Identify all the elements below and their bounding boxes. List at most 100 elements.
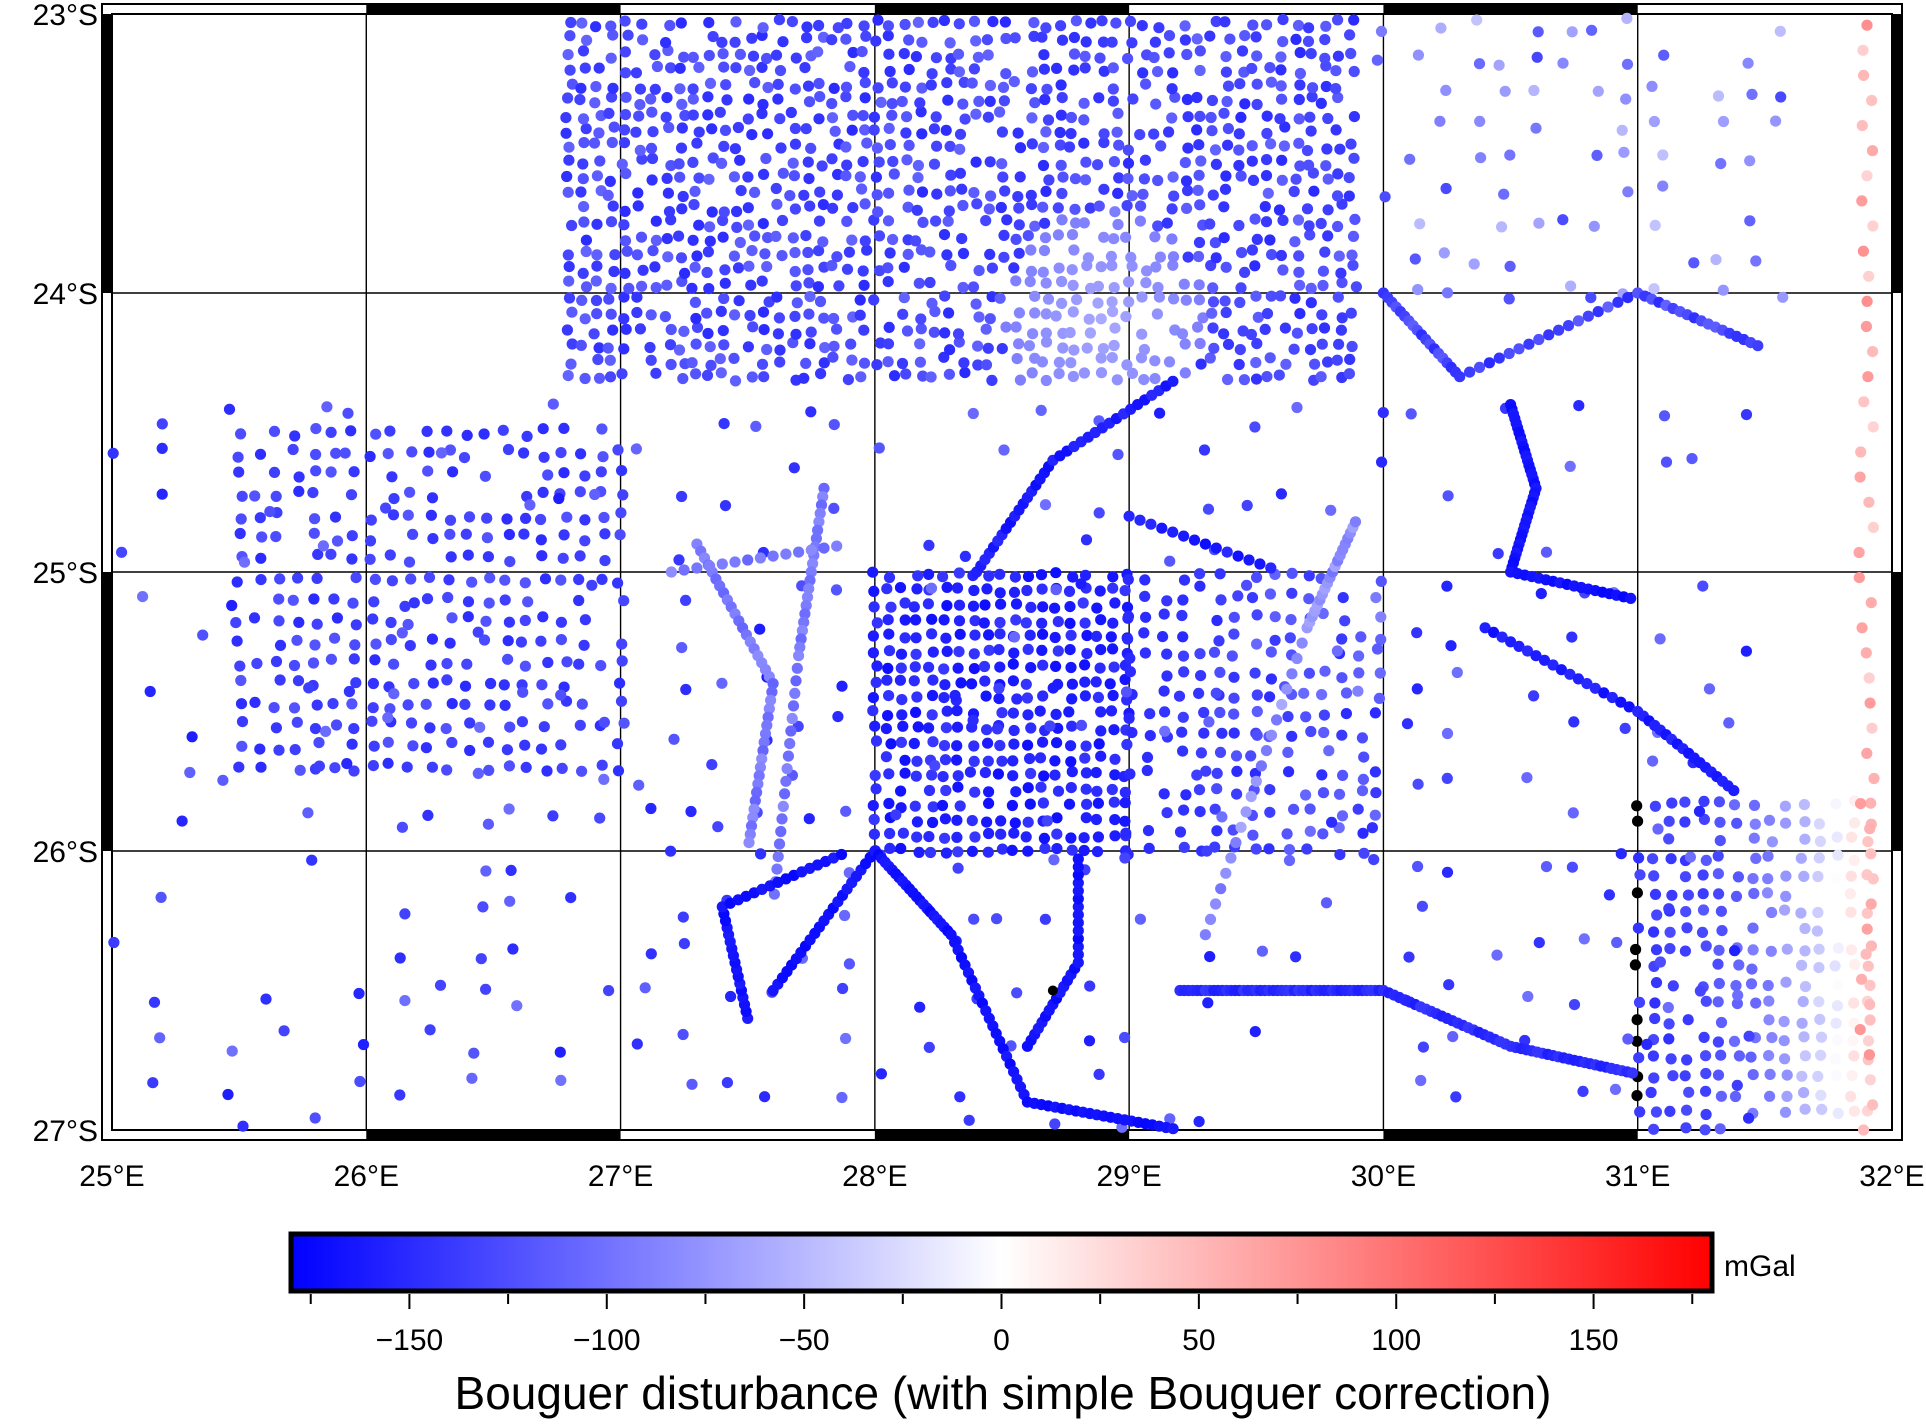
station-point (1214, 666, 1226, 679)
station-point (630, 67, 643, 79)
station-point (555, 574, 567, 586)
station-point (719, 124, 732, 136)
station-point (1110, 17, 1122, 29)
station-point (1799, 816, 1811, 828)
station-point (912, 570, 924, 582)
station-point (1233, 128, 1245, 140)
station-point (679, 267, 691, 279)
station-point (686, 357, 698, 369)
station-point (686, 1078, 698, 1090)
station-point (1052, 645, 1064, 657)
station-point (701, 266, 713, 279)
station-point (1700, 1067, 1712, 1080)
station-point (1107, 306, 1119, 318)
station-point (1315, 97, 1327, 109)
station-point (1336, 672, 1348, 684)
station-point (1228, 611, 1240, 623)
station-point (1247, 19, 1259, 31)
station-point (1067, 571, 1079, 583)
station-point (1121, 601, 1134, 613)
station-point (858, 324, 870, 336)
station-point (1029, 307, 1041, 319)
station-point (966, 845, 979, 858)
station-point (1264, 352, 1276, 364)
station-point (871, 617, 883, 629)
station-point (386, 471, 398, 483)
station-point (923, 539, 935, 552)
station-point (882, 215, 895, 227)
station-point (745, 279, 757, 291)
station-point (1265, 562, 1277, 574)
station-point (992, 768, 1005, 780)
station-point (1762, 979, 1774, 992)
station-point (846, 354, 858, 366)
station-point (1056, 34, 1069, 46)
station-point (803, 173, 815, 185)
station-point (973, 95, 985, 107)
station-point (867, 647, 880, 659)
station-point (754, 552, 767, 564)
station-point (1865, 797, 1877, 809)
station-point (814, 91, 826, 103)
station-point (1209, 803, 1221, 815)
station-point (883, 187, 895, 199)
station-point (563, 275, 575, 287)
station-point (594, 155, 606, 167)
station-point (691, 562, 703, 574)
station-point (511, 1000, 523, 1012)
station-point (1149, 355, 1161, 367)
station-point (1053, 356, 1065, 368)
station-point (1491, 949, 1503, 961)
station-point (593, 372, 606, 384)
station-point (1050, 584, 1062, 596)
station-point (1200, 765, 1212, 777)
station-point (917, 370, 929, 382)
station-point (927, 646, 939, 658)
station-point (249, 696, 261, 709)
station-point (1120, 311, 1132, 323)
station-point (1247, 174, 1260, 186)
station-point (1228, 727, 1240, 739)
station-point (800, 123, 812, 135)
station-point (1025, 722, 1037, 734)
station-point (1440, 84, 1452, 96)
station-point (1763, 995, 1775, 1007)
station-point (1732, 989, 1744, 1001)
station-point (1105, 631, 1117, 643)
station-point (772, 328, 785, 340)
station-point (734, 154, 746, 166)
station-point (1847, 1035, 1859, 1047)
station-point (1815, 1031, 1828, 1043)
station-point (1713, 977, 1725, 990)
station-point (1523, 338, 1535, 350)
station-point (859, 235, 871, 247)
station-point (288, 702, 301, 714)
station-point (1251, 78, 1263, 90)
station-point (1304, 111, 1316, 123)
colorbar-tick-label: 0 (993, 1324, 1010, 1357)
station-point (858, 279, 870, 291)
station-point (502, 443, 515, 456)
station-point (325, 426, 337, 438)
station-point (1053, 262, 1065, 274)
station-point (677, 373, 689, 385)
station-point (1317, 828, 1329, 840)
station-point (1056, 92, 1068, 104)
station-point (1167, 251, 1180, 263)
station-point (1265, 138, 1277, 150)
station-point (910, 235, 922, 247)
station-point (636, 153, 648, 165)
station-point (1008, 76, 1020, 88)
station-point (743, 260, 755, 272)
station-point (621, 245, 633, 257)
station-point (676, 203, 688, 215)
station-point (1713, 944, 1725, 956)
station-point (757, 98, 769, 111)
station-point (854, 171, 866, 183)
lon-tick-label: 26°E (334, 1160, 399, 1193)
station-point (1336, 277, 1348, 289)
station-point (923, 568, 935, 581)
station-point (885, 601, 897, 613)
station-point (938, 229, 951, 241)
station-point (1292, 214, 1305, 226)
